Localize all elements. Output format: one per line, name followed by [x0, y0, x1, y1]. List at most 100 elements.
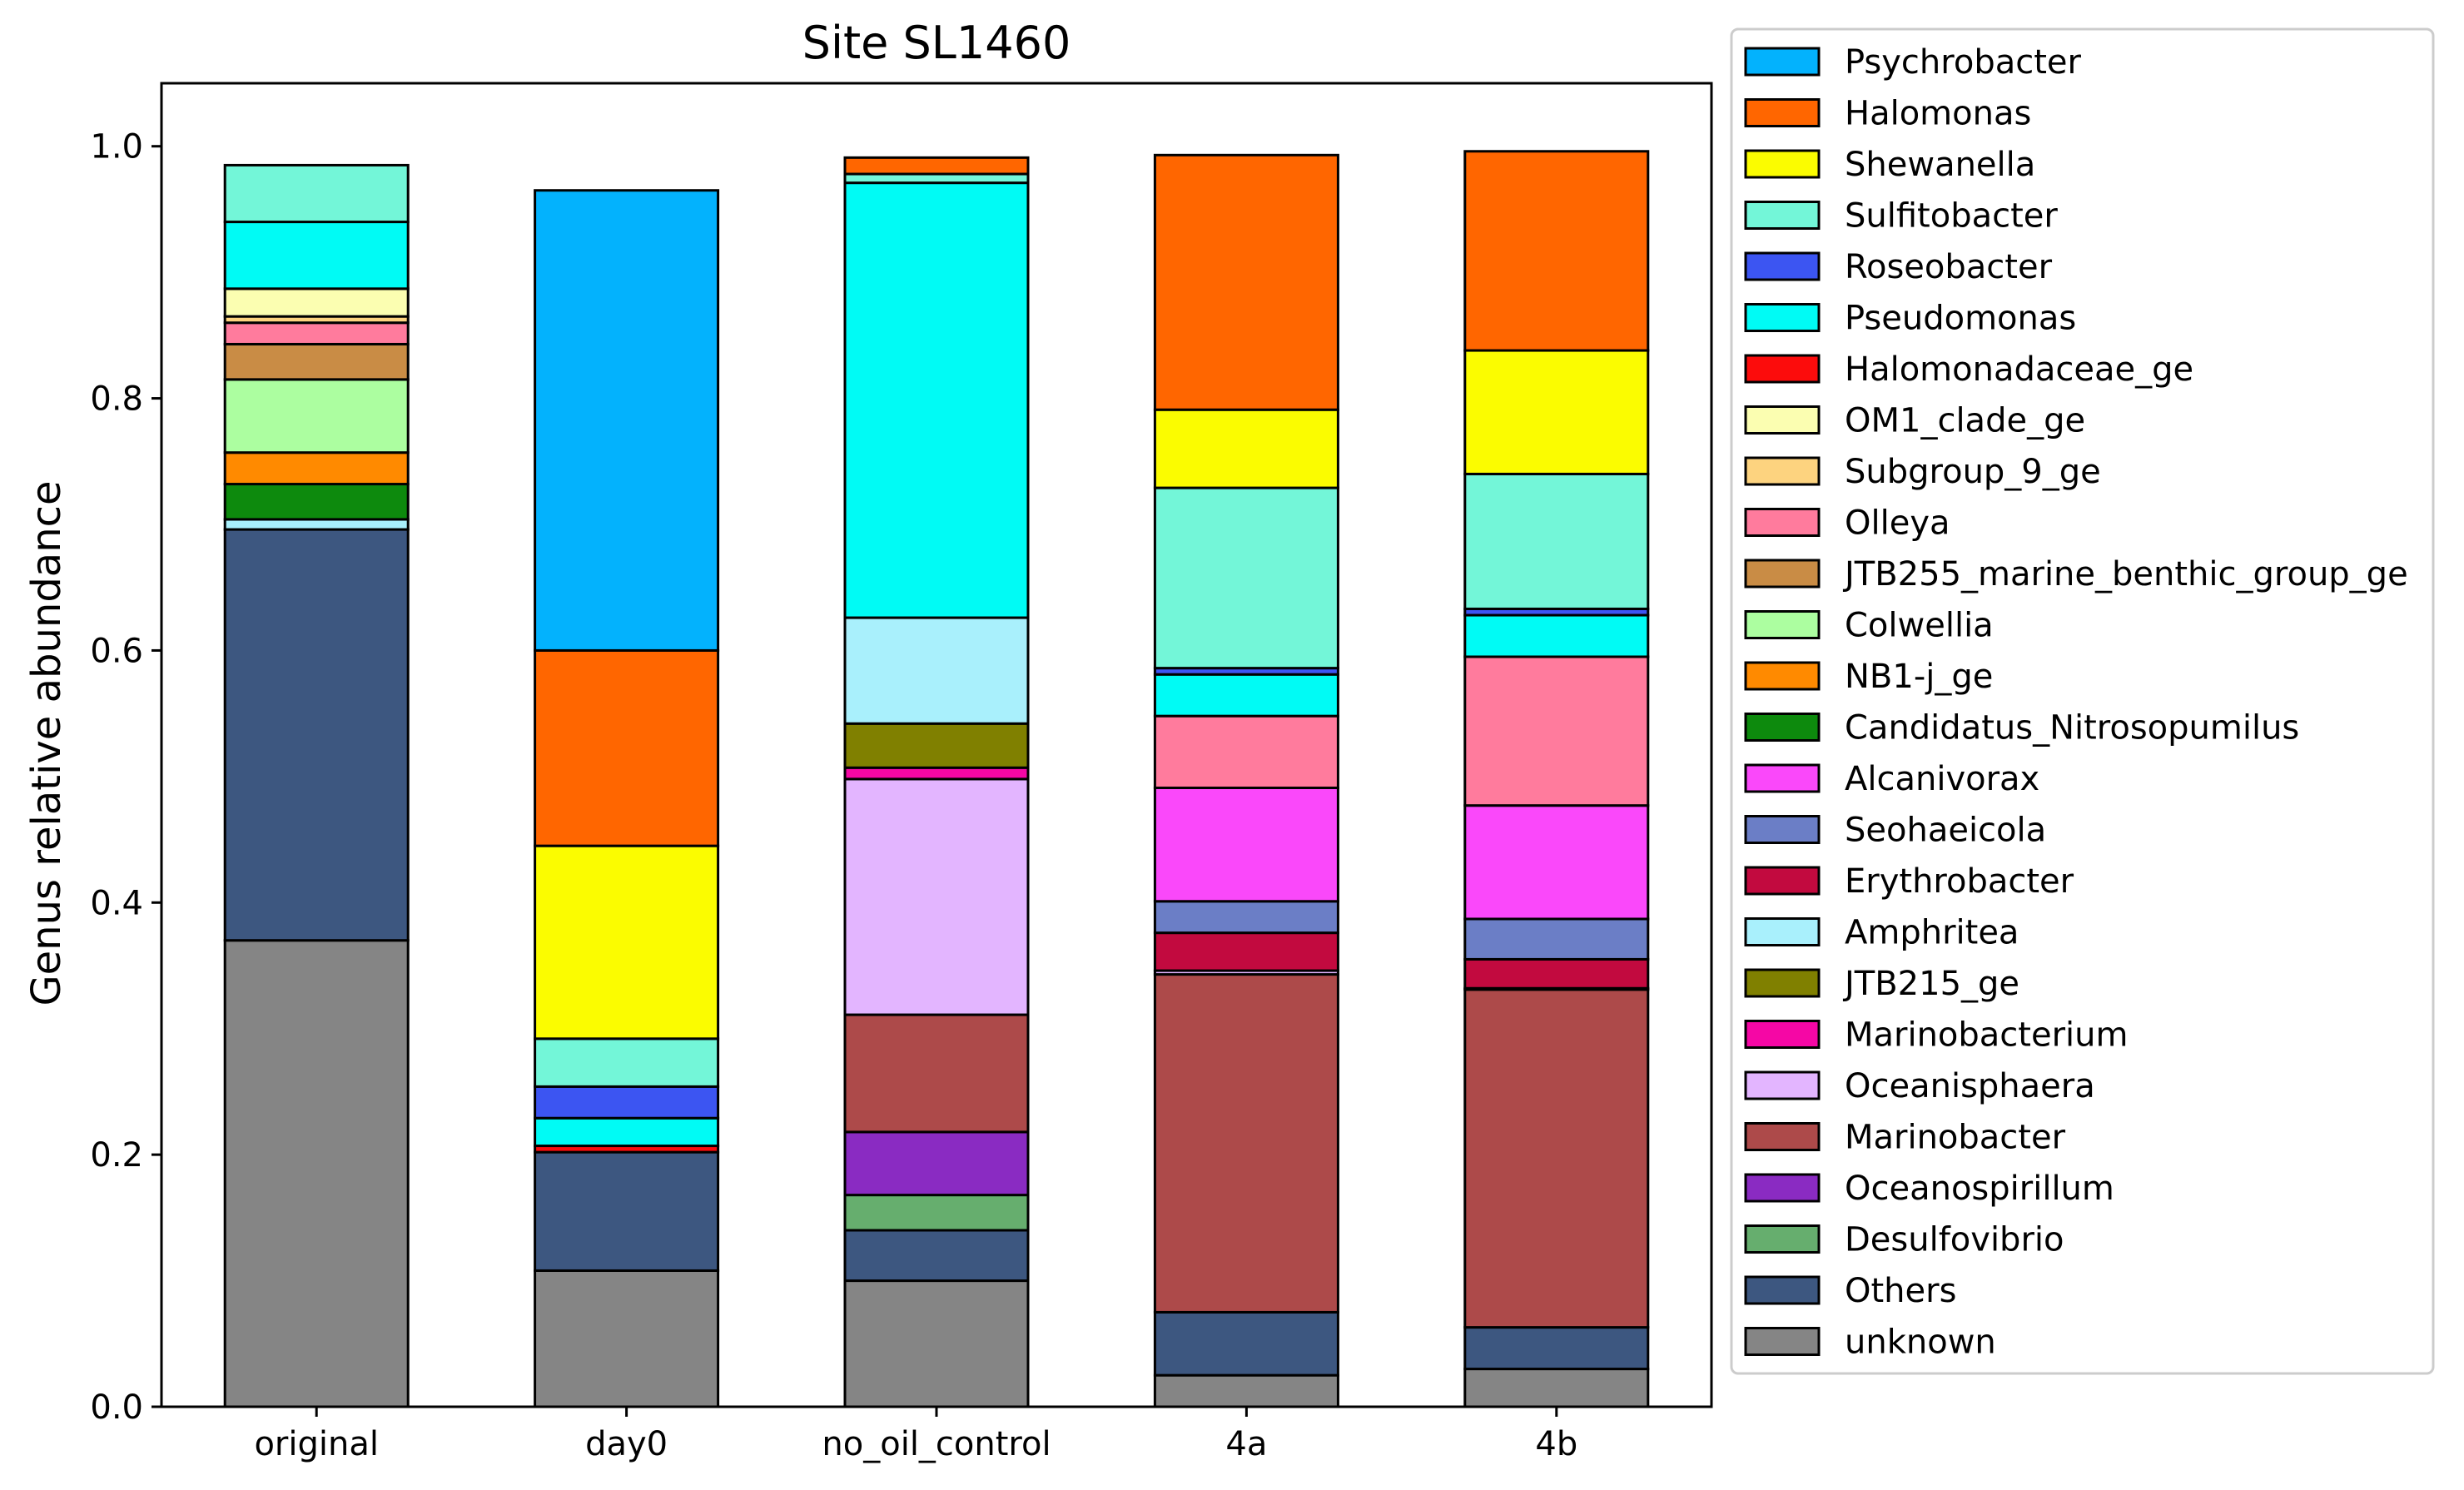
legend-label: Sulfitobacter: [1845, 197, 2058, 236]
y-axis: 0.0 0.2 0.4 0.6 0.8 1.0: [90, 128, 161, 1427]
bar-segment-unknown-4a: [1153, 1373, 1339, 1408]
legend-swatch: [1744, 201, 1821, 230]
bar-segment-marinobacter-no-oil-control: [843, 1013, 1030, 1134]
bar-segment-marinobacter-4a: [1153, 973, 1339, 1314]
bar-segment-unknown-original: [223, 939, 410, 1408]
legend-label: JTB215_ge: [1842, 965, 2019, 1003]
legend-swatch: [1744, 1070, 1821, 1100]
x-tick-label: 4b: [1535, 1425, 1577, 1463]
bar-segment-others-original: [223, 528, 410, 942]
legend-swatch: [1744, 456, 1821, 486]
bar-segment-marinobacter-4b: [1463, 988, 1650, 1329]
bar-segment-alcanivorax-4a: [1153, 786, 1339, 903]
legend-label: JTB255_marine_benthic_group_ge: [1842, 555, 2408, 594]
legend-swatch: [1744, 354, 1821, 384]
legend-label: Others: [1845, 1272, 1956, 1310]
x-tick-label: no_oil_control: [822, 1425, 1051, 1463]
legend-swatch: [1744, 559, 1821, 589]
legend-swatch: [1744, 1173, 1821, 1203]
bar-segment-olleya-4b: [1463, 655, 1650, 807]
legend-swatch: [1744, 405, 1821, 435]
legend-swatch: [1744, 866, 1821, 896]
bar-segment-pseudomonas-no-oil-control: [843, 181, 1030, 619]
bar-segment-unknown-no-oil-control: [843, 1279, 1030, 1408]
legend-swatch: [1744, 1275, 1821, 1305]
legend-label: Seohaeicola: [1845, 812, 2046, 850]
bar-segment-halomonas-no-oil-control: [843, 156, 1030, 176]
bar-segment-pseudomonas-4b: [1463, 613, 1650, 658]
legend-swatch: [1744, 1122, 1821, 1151]
bar-segment-pseudomonas-4a: [1153, 673, 1339, 718]
y-tick-label: 0.0: [90, 1388, 143, 1427]
bar-segment-marinobacterium-no-oil-control: [843, 766, 1030, 781]
bar-segment-desulfovibrio-no-oil-control: [843, 1194, 1030, 1232]
y-tick-label: 0.4: [90, 884, 143, 922]
x-tick-label: day0: [585, 1425, 668, 1463]
legend-label: Halomonadaceae_ge: [1845, 350, 2193, 389]
legend-swatch: [1744, 661, 1821, 691]
legend-swatch: [1744, 149, 1821, 179]
bar-segment-others-4b: [1463, 1326, 1650, 1371]
bar-segment-psychrobacter-day0: [534, 189, 720, 652]
bars-layer: [223, 150, 1650, 1408]
bar-segment-alcanivorax-4b: [1463, 804, 1650, 921]
legend-swatch: [1744, 815, 1821, 844]
bar-segment-sulfitobacter-original: [223, 163, 410, 224]
bar-segment-sulfitobacter-day0: [534, 1037, 720, 1088]
legend-label: Olleya: [1845, 504, 1950, 543]
x-tick-label: 4a: [1225, 1425, 1267, 1463]
legend-swatch: [1744, 98, 1821, 127]
bar-segment-shewanella-day0: [534, 844, 720, 1041]
bar-segment-olleya-4a: [1153, 714, 1339, 789]
bar-segment-unknown-4b: [1463, 1368, 1650, 1408]
bar-segment-roseobacter-day0: [534, 1085, 720, 1120]
bar-segment-others-4a: [1153, 1310, 1339, 1377]
legend-swatch: [1744, 1224, 1821, 1254]
legend-swatch: [1744, 968, 1821, 998]
y-tick-label: 0.8: [90, 380, 143, 419]
bar-segment-erythrobacter-4a: [1153, 931, 1339, 972]
legend-swatch: [1744, 508, 1821, 537]
bar-segment-sulfitobacter-4b: [1463, 472, 1650, 610]
bar-segment-halomonas-4b: [1463, 150, 1650, 352]
bar-segment-nb1-j-ge-original: [223, 451, 410, 486]
y-tick-label: 1.0: [90, 128, 143, 166]
bar-segment-oceanisphaera-no-oil-control: [843, 777, 1030, 1016]
legend: Psychrobacter Halomonas Shewanella Sulfitob…: [1730, 27, 2435, 1375]
bar-segment-halomonas-day0: [534, 648, 720, 847]
bar-segment-om1-clade-ge-original: [223, 287, 410, 318]
legend-label: Colwellia: [1845, 607, 1994, 645]
legend-label: OM1_clade_ge: [1845, 402, 2085, 440]
legend-label: Marinobacterium: [1845, 1016, 2128, 1055]
y-tick-label: 0.6: [90, 632, 143, 670]
legend-swatch: [1744, 610, 1821, 639]
legend-label: Subgroup_9_ge: [1845, 453, 2101, 491]
bar-segment-amphritea-no-oil-control: [843, 616, 1030, 725]
legend-swatch: [1744, 1020, 1821, 1049]
y-tick-label: 0.2: [90, 1136, 143, 1175]
legend-label: Candidatus_Nitrosopumilus: [1845, 709, 2299, 747]
bar-segment-sulfitobacter-no-oil-control: [843, 172, 1030, 185]
y-axis-label: Genus relative abundance: [23, 480, 70, 1006]
bar-segment-olleya-original: [223, 321, 410, 345]
legend-label: NB1-j_ge: [1845, 658, 1993, 696]
legend-label: Roseobacter: [1845, 248, 2053, 286]
bar-segment-halomonas-4a: [1153, 153, 1339, 411]
legend-label: Amphritea: [1845, 914, 2019, 952]
bar-segment-amphritea-original: [223, 518, 410, 531]
legend-swatch: [1744, 303, 1821, 332]
bar-segment-oceanospirillum-no-oil-control: [843, 1130, 1030, 1197]
legend-label: Psychrobacter: [1845, 43, 2082, 82]
legend-label: Marinobacter: [1845, 1119, 2066, 1157]
bar-segment-erythrobacter-4b: [1463, 957, 1650, 990]
legend-swatch: [1744, 1327, 1821, 1356]
bar-segment-seohaeicola-4b: [1463, 917, 1650, 961]
legend-swatch: [1744, 251, 1821, 281]
bar-segment-colwellia-original: [223, 378, 410, 454]
legend-swatch: [1744, 917, 1821, 946]
x-axis: original day0 no_oil_control 4a 4b: [254, 1407, 1577, 1463]
legend-label: Alcanivorax: [1845, 760, 2039, 798]
legend-swatch: [1744, 763, 1821, 793]
legend-label: Halomonas: [1845, 95, 2031, 133]
